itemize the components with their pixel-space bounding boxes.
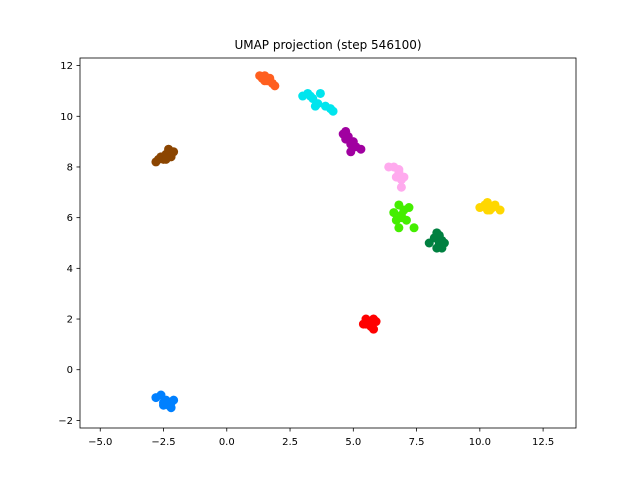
y-tick-label: 4 xyxy=(67,264,73,275)
y-tick-label: 10 xyxy=(60,112,73,123)
scatter-point-cluster-1-8 xyxy=(328,106,338,116)
scatter-point-cluster-3-8 xyxy=(153,154,163,164)
x-tick-label: 5.0 xyxy=(345,437,361,448)
chart-title: UMAP projection (step 546100) xyxy=(234,38,421,52)
scatter-point-cluster-4-7 xyxy=(394,167,404,177)
scatter-point-cluster-1-5 xyxy=(315,88,325,98)
scatter-point-cluster-0-7 xyxy=(260,76,270,86)
x-tick-label: 7.5 xyxy=(409,437,425,448)
x-tick-label: −5.0 xyxy=(88,437,112,448)
scatter-point-cluster-8-5 xyxy=(371,317,381,327)
scatter-point-cluster-5-7 xyxy=(394,223,404,233)
scatter-point-cluster-2-8 xyxy=(341,126,351,136)
y-axis: −2 0 2 4 6 8 10 12 xyxy=(58,61,80,427)
x-axis: −5.0 −2.5 0.0 2.5 5.0 7.5 10.0 12.5 xyxy=(88,428,554,448)
y-tick-label: 12 xyxy=(60,61,73,72)
y-tick-label: 2 xyxy=(67,315,73,326)
x-tick-label: −2.5 xyxy=(151,437,175,448)
scatter-point-cluster-5-8 xyxy=(409,223,419,233)
scatter-point-cluster-7-6 xyxy=(432,243,442,253)
y-tick-label: −2 xyxy=(58,416,73,427)
scatter-point-cluster-5-9 xyxy=(396,213,406,223)
scatter-point-cluster-4-6 xyxy=(396,182,406,192)
scatter-point-cluster-9-8 xyxy=(159,400,169,410)
scatter-point-cluster-8-8 xyxy=(361,319,371,329)
plot-frame xyxy=(79,57,577,429)
y-tick-label: 6 xyxy=(67,213,73,224)
points-layer xyxy=(151,71,505,413)
scatter-point-cluster-2-7 xyxy=(346,147,356,157)
scatter-point-cluster-9-7 xyxy=(166,403,176,413)
scatter-point-cluster-6-6 xyxy=(495,205,505,215)
scatter-point-cluster-5-0 xyxy=(389,208,399,218)
scatter-point-cluster-3-6 xyxy=(169,147,179,157)
scatter-point-cluster-1-4 xyxy=(310,101,320,111)
scatter-point-cluster-8-7 xyxy=(369,324,379,334)
scatter-point-cluster-3-7 xyxy=(161,154,171,164)
scatter-point-cluster-1-9 xyxy=(305,91,315,101)
x-tick-label: 2.5 xyxy=(282,437,298,448)
y-tick-label: 8 xyxy=(67,162,73,173)
scatter-point-cluster-2-6 xyxy=(356,144,366,154)
y-tick-label: 0 xyxy=(67,365,73,376)
scatter-point-cluster-7-8 xyxy=(437,235,447,245)
scatter-point-cluster-0-6 xyxy=(270,81,280,91)
x-tick-label: 10.0 xyxy=(469,437,491,448)
scatter-point-cluster-6-7 xyxy=(482,205,492,215)
scatter-point-cluster-9-6 xyxy=(169,395,179,405)
x-tick-label: 0.0 xyxy=(219,437,235,448)
scatter-point-cluster-5-5 xyxy=(404,203,414,213)
x-tick-label: 12.5 xyxy=(532,437,554,448)
